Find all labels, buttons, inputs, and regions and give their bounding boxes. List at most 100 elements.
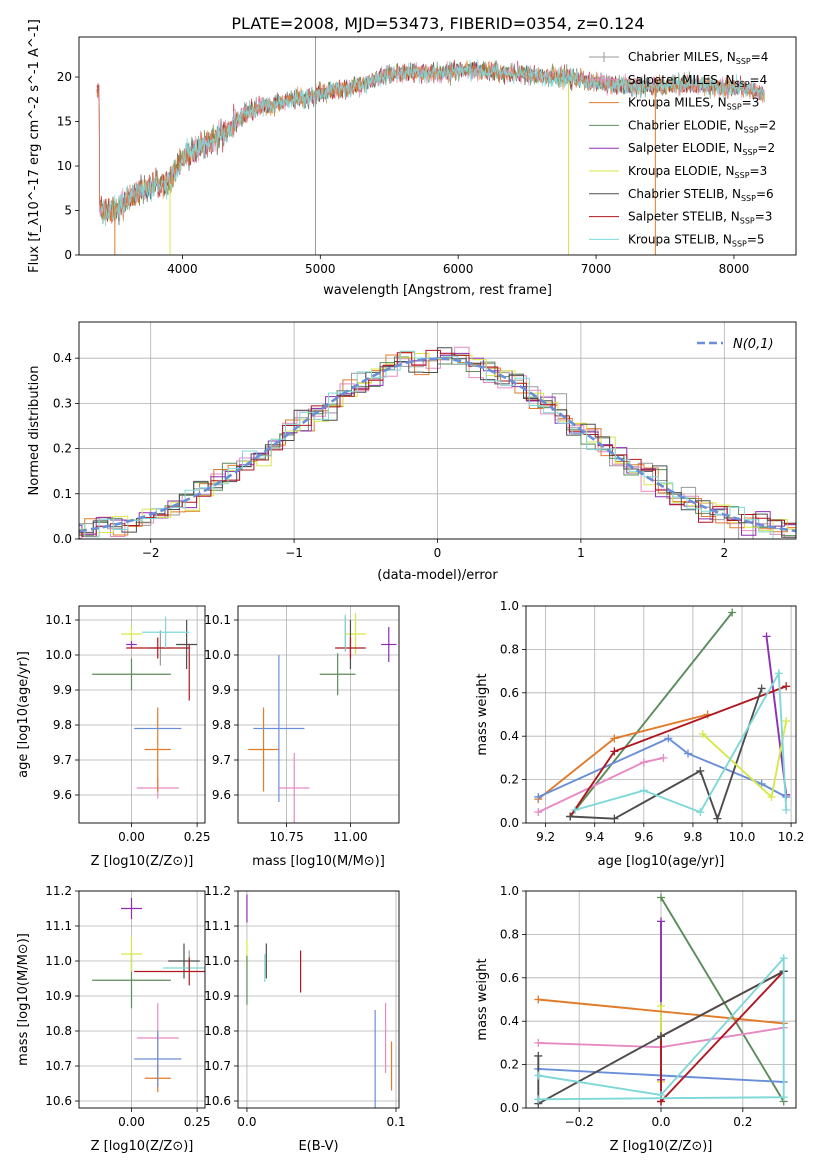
y-tick-label: 0.8 [500, 642, 519, 656]
weight-marker [782, 682, 791, 691]
legend-label: Salpeter STELIB, NSSP=3 [628, 210, 772, 226]
weight-line [574, 670, 788, 814]
y-tick-label: 0.2 [53, 442, 72, 456]
axes-frame [525, 890, 797, 1109]
weight-marker [657, 917, 665, 926]
y-tick-label: 0.1 [53, 487, 72, 501]
weight-marker [639, 758, 648, 767]
weight-line [537, 970, 785, 1106]
axes-frame [78, 890, 206, 1109]
error-point [121, 936, 142, 972]
panel-weight_vs_Z: −0.2 0.0 0.2 0.0 0.2 0.4 0.6 0.8 1.0 Z [log10(Z/Z… [475, 884, 797, 1154]
error-point [335, 637, 366, 659]
axes-frame [237, 605, 400, 824]
y-tick-label: 0.0 [500, 816, 519, 830]
weight-marker [782, 717, 791, 726]
x-tick-label: 10.75 [269, 830, 303, 844]
y-axis-label: Normed distribution [27, 366, 42, 496]
y-tick-label: 1.0 [500, 884, 519, 898]
panel-age_vs_Z: 0.00 0.25 9.6 9.7 9.8 9.9 10.0 10.1 Z [log10(Z/Z… [16, 605, 211, 869]
x-tick-label: 0.1 [386, 1115, 405, 1129]
plot-area-spectrum [96, 37, 765, 255]
legend-label: Chabrier ELODIE, NSSP=2 [628, 118, 776, 134]
error-point [248, 707, 279, 792]
x-tick-label: 10.2 [778, 830, 805, 844]
spectrum-line [96, 60, 765, 225]
error-point [345, 613, 366, 655]
x-tick-label: 0.2 [733, 1115, 752, 1129]
y-tick-label: 9.6 [53, 788, 72, 802]
weight-marker [779, 954, 788, 963]
panel-residuals: −2 −1 0 1 2 0.0 0.1 0.2 0.3 0.4 (data-model)/error… [27, 321, 797, 583]
x-tick-label: 8000 [719, 262, 750, 276]
weight-marker [657, 1002, 665, 1011]
weight-line [537, 737, 787, 798]
weight-marker [610, 747, 619, 756]
x-tick-label: 7000 [581, 262, 612, 276]
weight-line [569, 685, 787, 818]
plot-area-weight_vs_age [534, 608, 791, 823]
x-tick-label: −0.2 [565, 1115, 594, 1129]
x-tick-label: 9.6 [634, 830, 653, 844]
x-tick-label: 0.25 [184, 830, 211, 844]
plot-area-age_vs_mass [248, 613, 397, 823]
weight-marker [779, 1093, 788, 1102]
y-tick-label: 0.2 [500, 1058, 519, 1072]
weight-marker [534, 1051, 543, 1060]
weight-marker [659, 753, 668, 762]
y-tick-label: 11.1 [204, 919, 231, 933]
x-axis-label: mass [log10(M/M⊙)] [252, 854, 385, 869]
y-tick-label: 10.1 [45, 613, 72, 627]
y-tick-label: 10.9 [204, 989, 231, 1003]
weight-marker [610, 814, 619, 823]
x-tick-label: 0.0 [237, 1115, 256, 1129]
axes-frame [78, 36, 797, 256]
x-tick-label: 6000 [443, 262, 474, 276]
x-tick-label: 9.4 [585, 830, 604, 844]
spectrum-line [100, 59, 765, 227]
legend-entry: Chabrier STELIB, NSSP=6 [589, 187, 774, 203]
y-tick-label: 0.8 [500, 927, 519, 941]
weight-marker [664, 734, 673, 743]
weight-marker [713, 814, 722, 823]
legend-label: Kroupa ELODIE, NSSP=3 [628, 164, 767, 180]
weight-marker [757, 779, 766, 788]
y-tick-label: 10.9 [45, 989, 72, 1003]
legend-entry: Chabrier ELODIE, NSSP=2 [589, 118, 776, 134]
weight-marker [657, 1032, 665, 1041]
y-tick-label: 11.0 [45, 954, 72, 968]
weight-marker [610, 734, 619, 743]
y-tick-label: 0 [64, 248, 72, 262]
weight-marker [571, 805, 580, 814]
x-axis-label: Z [log10(Z/Z⊙)] [610, 1139, 713, 1154]
legend-label: Salpeter MILES, NSSP=4 [628, 73, 767, 89]
error-point [168, 943, 200, 979]
weight-marker [774, 669, 783, 678]
y-tick-label: 11.1 [45, 919, 72, 933]
legend-label: N(0,1) [733, 337, 774, 352]
y-axis-label: Flux [f_λ10^-17 erg cm^-2 s^-1 A^-1] [27, 19, 42, 273]
x-tick-label: 11.00 [333, 830, 367, 844]
y-tick-label: 15 [57, 115, 72, 129]
error-point [121, 627, 142, 641]
y-tick-label: 10.6 [45, 1094, 72, 1108]
x-tick-label: −1 [285, 546, 303, 560]
y-tick-label: 11.0 [204, 954, 231, 968]
weight-marker [566, 812, 575, 821]
plot-area-mass_vs_EBV [246, 894, 393, 1108]
weight-marker [534, 808, 543, 817]
error-point [142, 616, 190, 648]
legend-entry: Salpeter ELODIE, NSSP=2 [589, 141, 775, 157]
x-axis-label: Z [log10(Z/Z⊙)] [91, 1139, 194, 1154]
weight-marker [534, 792, 543, 801]
weight-line [765, 636, 788, 795]
error-point [278, 753, 310, 823]
y-tick-label: 10.7 [204, 1059, 231, 1073]
x-axis-label: E(B-V) [298, 1139, 338, 1154]
y-tick-label: 10.7 [45, 1059, 72, 1073]
y-tick-label: 9.7 [212, 753, 231, 767]
legend-label: Salpeter ELODIE, NSSP=2 [628, 141, 775, 157]
histogram-step [79, 350, 796, 539]
y-tick-label: 11.2 [45, 884, 72, 898]
y-tick-label: 0.4 [53, 351, 72, 365]
